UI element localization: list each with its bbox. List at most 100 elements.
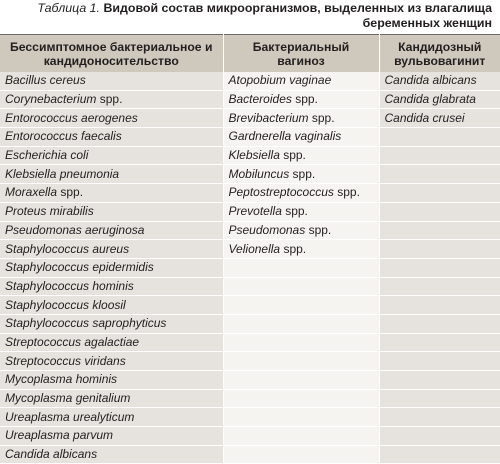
table-cell	[223, 389, 380, 409]
table-row: Moraxella spp. Peptostreptococcus spp.	[0, 183, 500, 203]
table-row: Candida albicans	[0, 445, 500, 464]
table-cell: Staphylococcus aureus	[0, 239, 224, 259]
table-row: Pseudomonas aeruginosa Pseudomonas spp.	[0, 221, 500, 241]
table-cell: Staphylococcus kloosil	[0, 295, 224, 315]
table-cell	[379, 146, 500, 166]
table-row: Mycoplasma hominis	[0, 370, 500, 390]
table-cell	[223, 426, 380, 446]
table-cell: Klebsiella spp.	[223, 146, 380, 166]
table-cell: Mycoplasma hominis	[0, 370, 224, 390]
table-cell: Gardnerella vaginalis	[223, 127, 380, 147]
table-cell: Candida albicans	[0, 445, 224, 464]
table-row: Staphylococcus kloosil	[0, 295, 500, 315]
table-cell	[379, 314, 500, 334]
table-row: Streptococcus agalactiae	[0, 333, 500, 353]
spp-suffix: spp.	[337, 185, 360, 200]
table-row: Entorococcus faecalis Gardnerella vaginal…	[0, 127, 500, 147]
spp-suffix: spp.	[311, 110, 335, 125]
table-cell	[223, 295, 380, 315]
spp-suffix: spp.	[308, 222, 332, 237]
table-cell	[379, 351, 500, 371]
table-cell	[223, 445, 380, 464]
column-header-asymptomatic: Бессимптомное бактериальное и кандидонос…	[0, 34, 224, 72]
table-row: Staphylococcus saprophyticus	[0, 314, 500, 334]
table-row: Corynebacterium spp. Bacteroides spp. Cand…	[0, 90, 500, 110]
spp-suffix: spp.	[292, 166, 316, 181]
spp-suffix: spp.	[99, 92, 123, 107]
table-cell: Ureaplasma urealyticum	[0, 407, 224, 428]
table-cell	[379, 426, 500, 446]
table-cell: Candida glabrata	[379, 90, 500, 110]
table-cell	[379, 221, 500, 241]
table-cell: Bacteroides spp.	[223, 90, 380, 110]
table-cell	[379, 127, 500, 147]
table-cell: Peptostreptococcus spp.	[223, 183, 380, 203]
table-body: Bacillus cereus Atopobium vaginae Candida …	[0, 72, 500, 464]
table-cell: Ureaplasma parvum	[0, 426, 224, 446]
table-cell: Klebsiella pneumonia	[0, 164, 224, 185]
table-cell: Bacillus cereus	[0, 72, 224, 91]
table-cell: Staphylococcus epidermidis	[0, 258, 224, 278]
table-cell	[379, 202, 500, 222]
table-cell: Velionella spp.	[223, 239, 380, 259]
table-cell	[379, 277, 500, 297]
species-table: Бессимптомное бактериальное и кандидонос…	[0, 34, 500, 464]
table-cell: Escherichia coli	[0, 146, 224, 166]
table-row: Proteus mirabilis Prevotella spp.	[0, 202, 500, 222]
table-cell	[379, 295, 500, 315]
table-cell	[379, 407, 500, 428]
table-cell: Candida albicans	[379, 72, 500, 91]
header-row: Бессимптомное бактериальное и кандидонос…	[0, 34, 500, 72]
table-row: Escherichia coli Klebsiella spp.	[0, 146, 500, 166]
caption-label: Таблица 1.	[37, 1, 100, 15]
table-cell	[379, 389, 500, 409]
table-cell: Pseudomonas spp.	[223, 221, 380, 241]
table-row: Streptococcus viridans	[0, 351, 500, 371]
table-cell: Moraxella spp.	[0, 183, 224, 203]
table-cell	[223, 351, 380, 371]
table-cell	[223, 258, 380, 278]
table-row: Klebsiella pneumonia Mobiluncus spp.	[0, 164, 500, 185]
table-cell	[223, 407, 380, 428]
table-row: Bacillus cereus Atopobium vaginae Candida …	[0, 72, 500, 91]
table-cell: Pseudomonas aeruginosa	[0, 221, 224, 241]
table-cell	[379, 333, 500, 353]
table-cell	[223, 333, 380, 353]
table-row: Mycoplasma genitalium	[0, 389, 500, 409]
table-cell: Streptococcus viridans	[0, 351, 224, 371]
spp-suffix: spp.	[60, 185, 84, 200]
table-cell: Mobiluncus spp.	[223, 164, 380, 185]
table-cell: Staphylococcus saprophyticus	[0, 314, 224, 334]
table-row: Ureaplasma parvum	[0, 426, 500, 446]
table-cell: Entorococcus aerogenes	[0, 108, 224, 129]
table-caption: Таблица 1. Видовой состав микроорганизмо…	[0, 0, 500, 34]
table-cell: Candida crusei	[379, 108, 500, 129]
column-header-bacterial-vaginosis: Бактериальный вагиноз	[223, 34, 380, 72]
spp-suffix: spp.	[283, 148, 306, 163]
table-cell: Corynebacterium spp.	[0, 90, 224, 110]
caption-title: Видовой состав микроорганизмов, выделенн…	[103, 1, 492, 30]
table-cell: Streptococcus agalactiae	[0, 333, 224, 353]
table-row: Staphylococcus aureus Velionella spp.	[0, 239, 500, 259]
table-cell: Brevibacterium spp.	[223, 108, 380, 129]
table-row: Entorococcus aerogenes Brevibacterium spp…	[0, 108, 500, 129]
table-cell	[379, 164, 500, 185]
table-cell: Atopobium vaginae	[223, 72, 380, 91]
table-cell	[379, 183, 500, 203]
spp-suffix: spp.	[295, 92, 318, 107]
spp-suffix: spp.	[285, 204, 308, 219]
table-row: Ureaplasma urealyticum	[0, 407, 500, 428]
table-cell: Entorococcus faecalis	[0, 127, 224, 147]
table-cell: Staphylococcus hominis	[0, 277, 224, 297]
table-cell	[223, 370, 380, 390]
table-cell	[379, 239, 500, 259]
table-cell	[223, 277, 380, 297]
table-cell: Proteus mirabilis	[0, 202, 224, 222]
spp-suffix: spp.	[283, 241, 307, 256]
table-row: Staphylococcus hominis	[0, 277, 500, 297]
table-cell: Mycoplasma genitalium	[0, 389, 224, 409]
table-row: Staphylococcus epidermidis	[0, 258, 500, 278]
table-cell	[223, 314, 380, 334]
table-cell	[379, 258, 500, 278]
table-cell	[379, 370, 500, 390]
